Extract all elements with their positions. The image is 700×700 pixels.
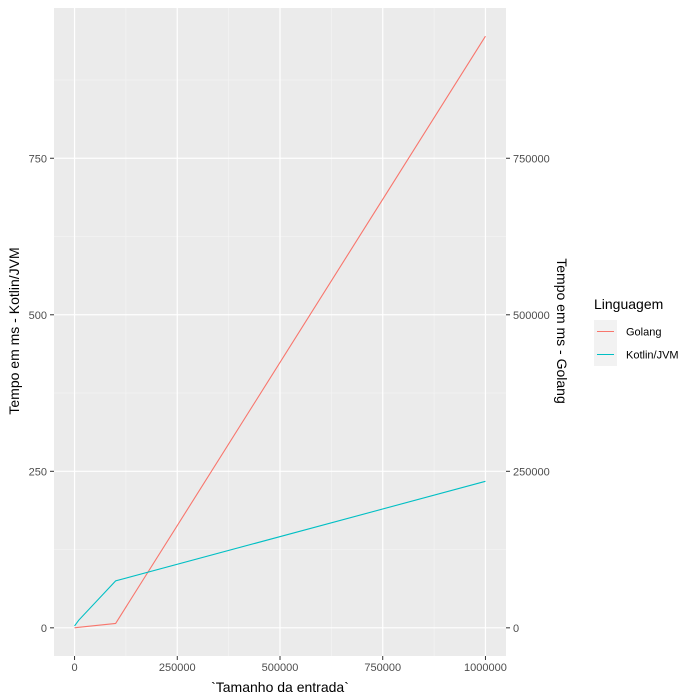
x-tick-label: 500000	[262, 662, 299, 674]
legend-label: Kotlin/JVM	[626, 350, 679, 362]
series-lines	[74, 35, 486, 629]
legend: Linguagem Golang Kotlin/JVM	[594, 296, 679, 366]
legend-label: Golang	[626, 327, 661, 339]
right-tick-label: 750000	[513, 153, 550, 165]
x-tick-label: 0	[71, 662, 77, 674]
right-tick-label: 500000	[513, 310, 550, 322]
x-tick-label: 750000	[364, 662, 401, 674]
legend-items: Golang Kotlin/JVM	[594, 320, 679, 366]
left-axis-title: Tempo em ms - Kotlin/JVM	[6, 247, 22, 414]
right-tick-label: 0	[513, 623, 519, 635]
left-tick-label: 750	[29, 153, 47, 165]
legend-title: Linguagem	[594, 296, 663, 312]
x-axis-title: `Tamanho da entrada`	[211, 679, 349, 695]
left-tick-label: 250	[29, 466, 47, 478]
series-line-kotlin-jvm	[74, 480, 486, 627]
right-axis-title: Tempo em ms - Golang	[554, 258, 570, 404]
right-axis: 0 250000 500000 750000	[506, 153, 550, 635]
series-line-golang	[74, 35, 486, 629]
x-tick-label: 250000	[159, 662, 196, 674]
grid-major	[54, 8, 506, 656]
left-tick-label: 500	[29, 310, 47, 322]
x-tick-label: 1000000	[464, 662, 507, 674]
x-axis: 0 250000 500000 750000 1000000	[71, 656, 507, 674]
left-tick-label: 0	[41, 623, 47, 635]
left-axis: 0 250 500 750	[29, 153, 54, 635]
right-tick-label: 250000	[513, 466, 550, 478]
